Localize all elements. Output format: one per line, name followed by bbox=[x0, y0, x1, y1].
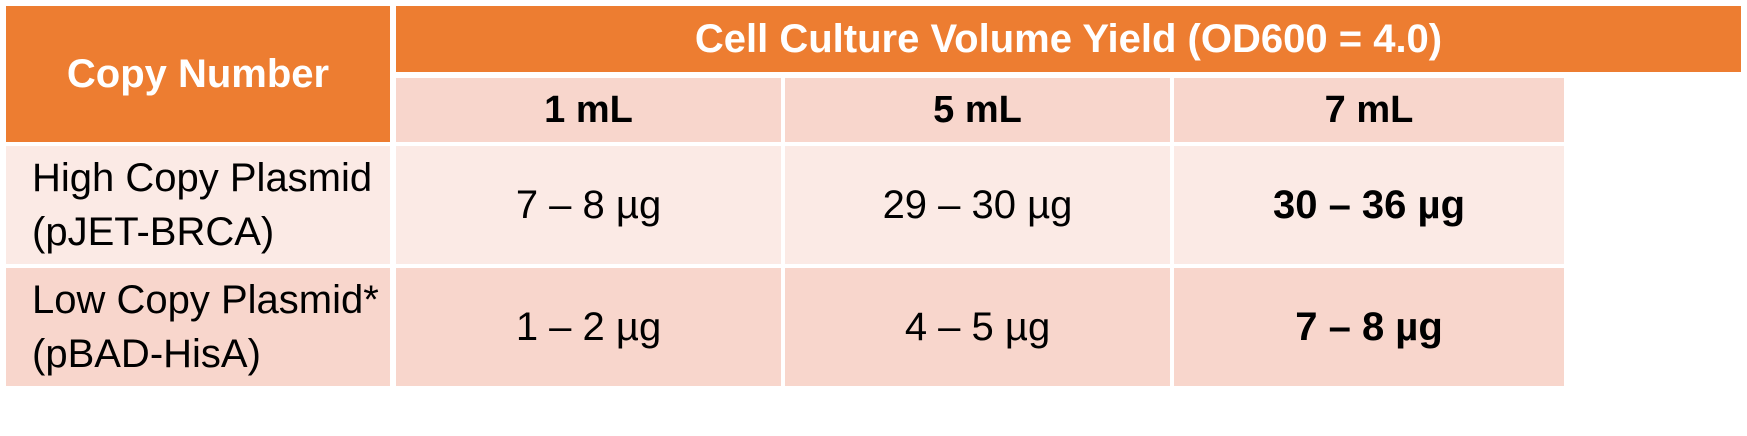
copy-number-header: Copy Number bbox=[6, 6, 390, 142]
volume-header-5ml: 5 mL bbox=[785, 78, 1170, 142]
table-cell: 7 – 8 µg bbox=[396, 146, 781, 264]
row-label-high-copy: High Copy Plasmid (pJET-BRCA) bbox=[6, 146, 390, 264]
row-label-line1: Low Copy Plasmid* bbox=[32, 278, 379, 322]
row-label-line2: (pBAD-HisA) bbox=[32, 332, 261, 376]
cell-culture-yield-header: Cell Culture Volume Yield (OD600 = 4.0) bbox=[396, 6, 1741, 72]
row-label-low-copy: Low Copy Plasmid* (pBAD-HisA) bbox=[6, 268, 390, 386]
table-cell: 1 – 2 µg bbox=[396, 268, 781, 386]
table-cell: 29 – 30 µg bbox=[785, 146, 1170, 264]
table-cell: 4 – 5 µg bbox=[785, 268, 1170, 386]
row-label-line2: (pJET-BRCA) bbox=[32, 210, 275, 254]
row-label-line1: High Copy Plasmid bbox=[32, 156, 373, 200]
volume-header-7ml: 7 mL bbox=[1174, 78, 1564, 142]
volume-header-1ml: 1 mL bbox=[396, 78, 781, 142]
table-cell: 30 – 36 µg bbox=[1174, 146, 1564, 264]
table-cell: 7 – 8 µg bbox=[1174, 268, 1564, 386]
